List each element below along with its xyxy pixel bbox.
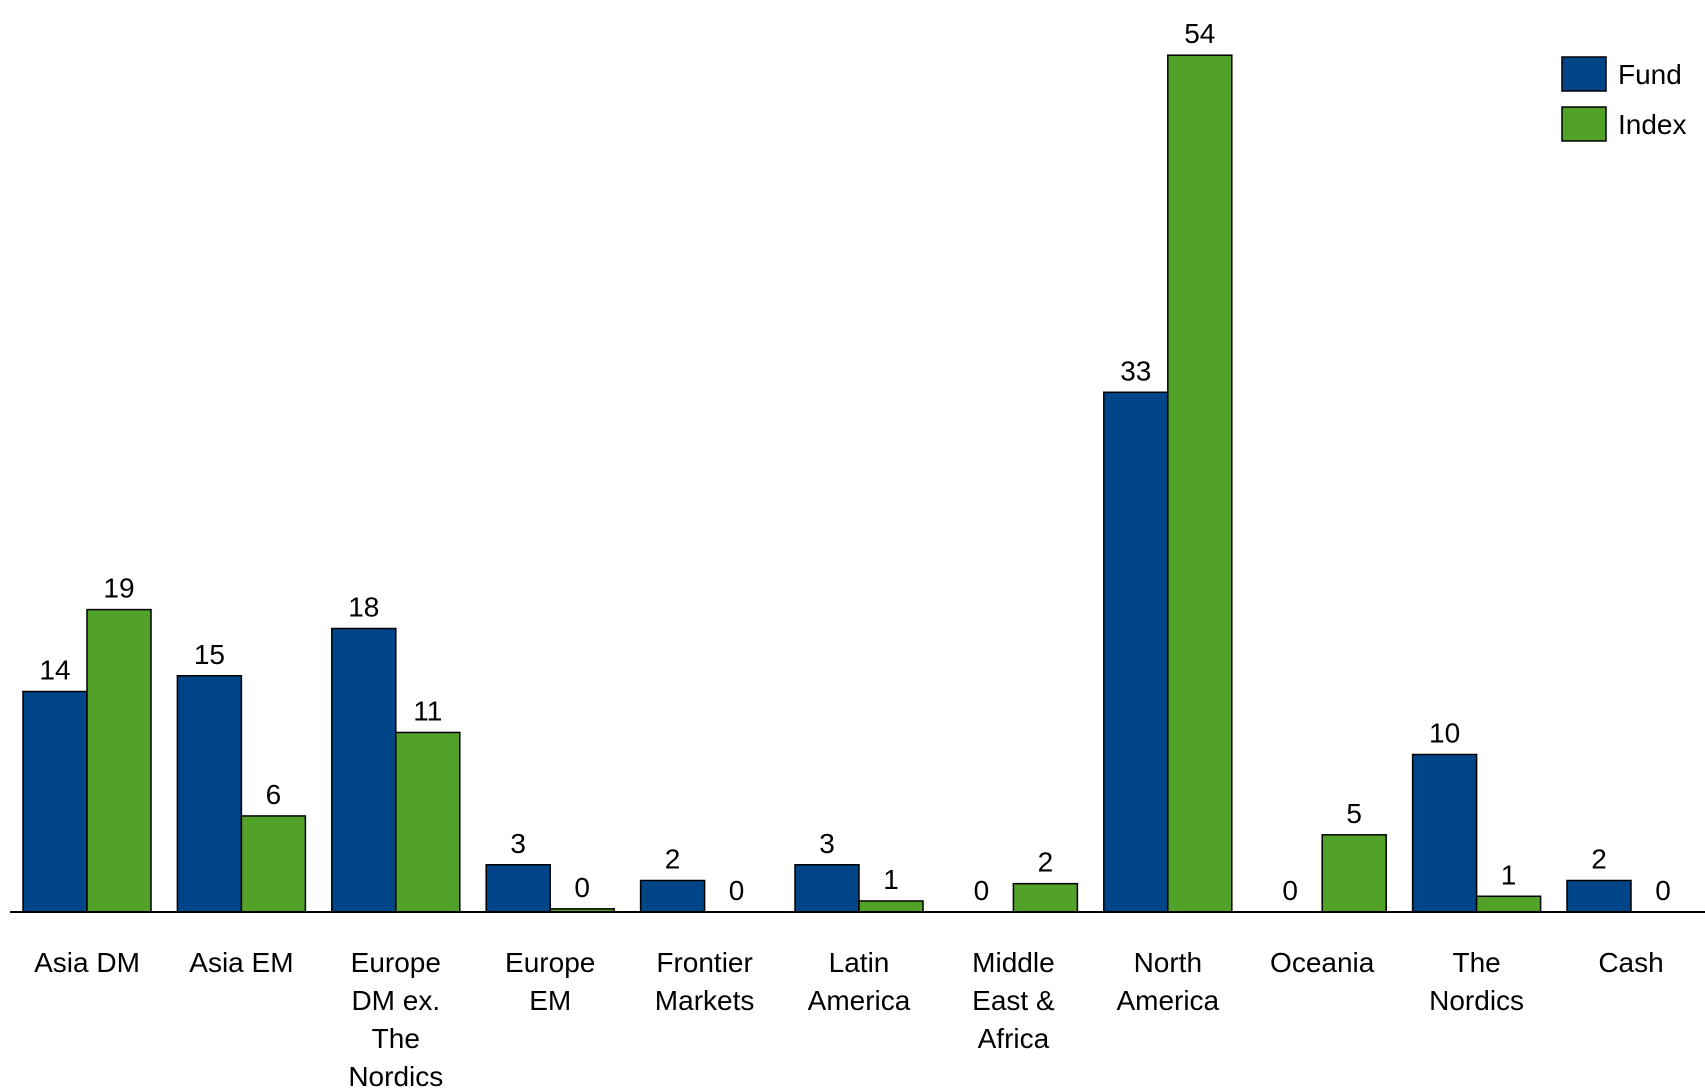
value-label-fund-5: 3 bbox=[819, 828, 835, 859]
bar-fund-5 bbox=[794, 864, 860, 913]
bar-fund-1 bbox=[176, 675, 243, 913]
value-label-fund-2: 18 bbox=[348, 592, 379, 623]
category-label-3-line-0: Europe bbox=[505, 947, 595, 978]
bar-index-7 bbox=[1167, 54, 1233, 913]
value-label-fund-7: 33 bbox=[1120, 355, 1151, 386]
value-label-index-9: 1 bbox=[1501, 859, 1517, 890]
bar-fund-2 bbox=[331, 627, 397, 913]
category-labels-layer: Asia DM Asia EM Europe DM ex. The Nordics Euro… bbox=[34, 947, 1664, 1091]
category-label-1-line-0: Asia EM bbox=[189, 947, 293, 978]
value-label-index-4: 0 bbox=[729, 875, 745, 906]
category-label-0-line-0: Asia DM bbox=[34, 947, 140, 978]
value-label-fund-0: 14 bbox=[39, 655, 70, 686]
category-label-4-line-0: Frontier bbox=[656, 947, 752, 978]
value-label-fund-4: 2 bbox=[665, 844, 681, 875]
category-label-3-line-1: EM bbox=[529, 985, 571, 1016]
category-label-6-line-2: Africa bbox=[978, 1023, 1050, 1054]
legend: Fund Index bbox=[1561, 56, 1687, 142]
bar-fund-0 bbox=[22, 690, 88, 913]
legend-label-index: Index bbox=[1618, 109, 1687, 140]
category-label-6-line-1: East & bbox=[972, 985, 1055, 1016]
value-label-index-5: 1 bbox=[883, 864, 899, 895]
value-label-index-10: 0 bbox=[1655, 875, 1671, 906]
bar-index-0 bbox=[86, 608, 152, 913]
bar-fund-10 bbox=[1566, 879, 1632, 913]
legend-label-fund: Fund bbox=[1618, 59, 1682, 90]
value-label-index-6: 2 bbox=[1038, 847, 1054, 878]
value-label-fund-9: 10 bbox=[1429, 718, 1460, 749]
category-label-9-line-0: The bbox=[1452, 947, 1500, 978]
bar-fund-7 bbox=[1103, 391, 1169, 913]
category-label-4-line-1: Markets bbox=[655, 985, 755, 1016]
bar-index-8 bbox=[1321, 834, 1387, 913]
value-label-fund-8: 0 bbox=[1282, 875, 1298, 906]
bars-layer bbox=[22, 54, 1632, 913]
value-label-index-0: 19 bbox=[103, 573, 134, 604]
category-label-10-line-0: Cash bbox=[1598, 947, 1663, 978]
category-label-2-line-0: Europe bbox=[351, 947, 441, 978]
bar-index-6 bbox=[1012, 882, 1079, 913]
category-label-2-line-1: DM ex. bbox=[351, 985, 440, 1016]
bar-fund-3 bbox=[485, 864, 551, 913]
legend-swatch-fund bbox=[1561, 56, 1607, 92]
category-label-2-line-2: The bbox=[372, 1023, 420, 1054]
category-label-5-line-0: Latin bbox=[829, 947, 890, 978]
bar-index-2 bbox=[395, 731, 461, 913]
value-label-fund-3: 3 bbox=[510, 828, 526, 859]
value-label-index-8: 5 bbox=[1346, 798, 1362, 829]
bar-fund-4 bbox=[639, 879, 706, 913]
category-label-6-line-0: Middle bbox=[972, 947, 1054, 978]
legend-swatch-index bbox=[1561, 106, 1607, 142]
category-label-8-line-0: Oceania bbox=[1270, 947, 1375, 978]
bar-fund-9 bbox=[1411, 753, 1478, 913]
bar-index-1 bbox=[240, 815, 307, 913]
value-label-index-7: 54 bbox=[1184, 18, 1215, 49]
bar-index-9 bbox=[1475, 895, 1542, 913]
value-label-index-1: 6 bbox=[266, 779, 282, 810]
category-label-7-line-0: North bbox=[1134, 947, 1202, 978]
bar-index-5 bbox=[858, 900, 924, 913]
category-label-2-line-3: Nordics bbox=[348, 1061, 443, 1091]
value-label-fund-6: 0 bbox=[974, 875, 990, 906]
category-label-7-line-1: America bbox=[1116, 985, 1219, 1016]
value-label-index-2: 11 bbox=[413, 695, 442, 726]
value-label-index-3: 0 bbox=[574, 872, 590, 903]
value-label-fund-1: 15 bbox=[194, 639, 225, 670]
category-label-9-line-1: Nordics bbox=[1429, 985, 1524, 1016]
value-label-fund-10: 2 bbox=[1591, 844, 1607, 875]
category-label-5-line-1: America bbox=[808, 985, 911, 1016]
